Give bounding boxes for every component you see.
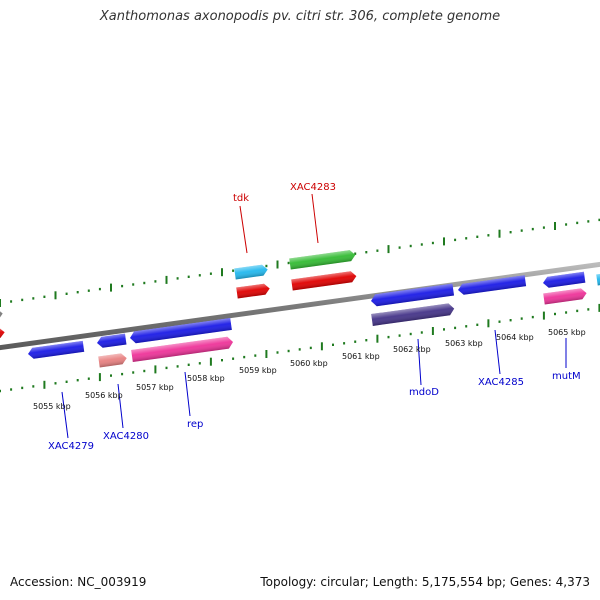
bottom-scale-ticks — [0, 303, 600, 393]
leader-line — [239, 205, 248, 254]
genome-title: Xanthomonas axonopodis pv. citri str. 30… — [99, 9, 501, 24]
scale-label: 5056 kbp — [85, 391, 123, 400]
scale-label: 5063 kbp — [445, 339, 483, 348]
gene-arrow-g-green[interactable] — [289, 249, 356, 270]
scale-label: 5055 kbp — [33, 402, 71, 411]
gene-shading — [97, 333, 127, 348]
gene-shading — [291, 271, 357, 291]
gene-arrow-g-4280[interactable] — [98, 353, 127, 368]
gene-arrow-g-blue-right[interactable] — [542, 271, 586, 289]
gene-arrow-g-tdk[interactable] — [236, 283, 270, 299]
gene-arrow-g-edge-cyan[interactable] — [596, 272, 600, 286]
gene-arrow-g-small-blue[interactable] — [96, 333, 127, 349]
gene-label-rep[interactable]: rep — [187, 419, 203, 430]
gene-shading — [130, 318, 232, 344]
gene-shading — [236, 283, 270, 299]
scale-label: 5060 kbp — [290, 359, 328, 368]
gene-shading — [28, 340, 85, 359]
gene-label-xac4285[interactable]: XAC4285 — [478, 377, 524, 388]
scale-label: 5062 kbp — [393, 345, 431, 354]
gene-label-xac4280[interactable]: XAC4280 — [103, 431, 149, 442]
gene-arrow-g-edge-red[interactable] — [0, 327, 5, 342]
gene-arrow-g-blue-mid[interactable] — [370, 283, 455, 307]
gene-shading — [458, 275, 527, 295]
scale-label: 5065 kbp — [548, 328, 586, 337]
gene-label-xac4283[interactable]: XAC4283 — [290, 182, 336, 193]
scale-label: 5061 kbp — [342, 352, 380, 361]
gene-shading — [0, 308, 3, 324]
gene-label-tdk[interactable]: tdk — [233, 193, 249, 204]
leader-line — [61, 391, 69, 439]
leader-line — [417, 338, 422, 386]
leader-line — [494, 329, 501, 375]
gene-features — [0, 249, 600, 368]
gene-arrow-g-cyan[interactable] — [234, 264, 268, 280]
gene-arrow-g-rep[interactable] — [131, 336, 234, 362]
gene-shading — [596, 272, 600, 286]
gene-arrow-g-rep-blue[interactable] — [129, 318, 232, 344]
gene-shading — [289, 250, 356, 270]
gene-arrow-g-4283[interactable] — [291, 271, 357, 291]
label-leader-lines — [61, 193, 567, 439]
accession-text: Accession: NC_003919 — [10, 575, 147, 589]
gene-shading — [371, 303, 455, 326]
gene-arrow-g-mdoD[interactable] — [371, 303, 455, 326]
gene-shading — [371, 283, 455, 307]
gene-label-xac4279[interactable]: XAC4279 — [48, 441, 94, 452]
gene-arrow-g-4279[interactable] — [27, 340, 85, 360]
gene-arrow-g-edge-gray[interactable] — [0, 308, 3, 324]
genome-backbone — [0, 261, 600, 351]
gene-shading — [234, 264, 268, 280]
gene-arrow-g-4285[interactable] — [457, 275, 527, 295]
gene-label-mutm[interactable]: mutM — [552, 371, 581, 382]
gene-arrow-g-mutM[interactable] — [543, 288, 587, 305]
scale-label: 5064 kbp — [496, 333, 534, 342]
leader-line — [311, 193, 319, 244]
scale-label: 5057 kbp — [136, 383, 174, 392]
scale-label: 5058 kbp — [187, 374, 225, 383]
genome-stats-text: Topology: circular; Length: 5,175,554 bp… — [260, 575, 590, 589]
gene-label-mdod[interactable]: mdoD — [409, 387, 439, 398]
gene-shading — [543, 288, 587, 305]
gene-shading — [0, 327, 5, 342]
gene-labels: tdk XAC4283 XAC4279 XAC4280 rep mdoD XAC4285 mu… — [48, 182, 581, 452]
gene-shading — [131, 336, 234, 362]
leader-line — [117, 383, 124, 429]
leader-line — [184, 371, 191, 417]
scale-label: 5059 kbp — [239, 366, 277, 375]
gene-shading — [543, 271, 586, 288]
gene-shading — [98, 353, 127, 368]
scale-labels: 5055 kbp 5056 kbp 5057 kbp 5058 kbp 5059 kbp… — [33, 328, 586, 411]
